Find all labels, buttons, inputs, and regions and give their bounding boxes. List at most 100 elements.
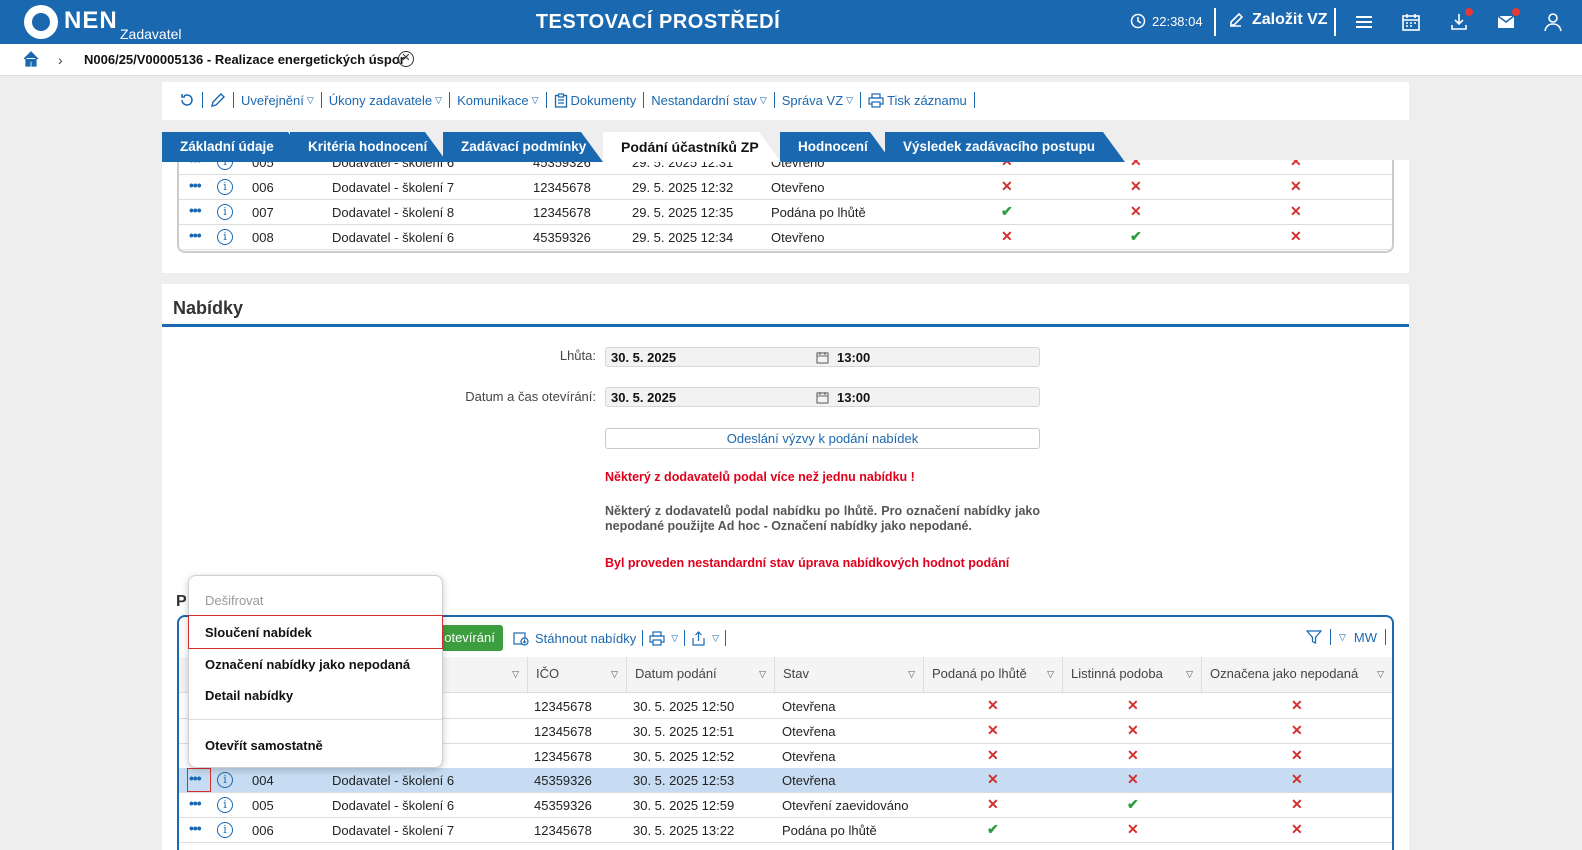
- table-row[interactable]: ••• i 008 Dodavatel - školení 6 45359326 29. …: [179, 225, 1392, 250]
- edit-button[interactable]: [203, 92, 234, 108]
- download-offers-icon: [513, 632, 529, 646]
- more-actions-icon[interactable]: •••: [189, 160, 202, 168]
- menu-item-detail-nabidky[interactable]: Detail nabídky: [205, 688, 294, 703]
- download-offers-button[interactable]: Stáhnout nabídky: [535, 630, 637, 646]
- triangle-down-icon: ▽: [531, 94, 539, 105]
- triangle-down-icon[interactable]: ▽: [1338, 631, 1346, 642]
- cell-name: Dodavatel - školení 6: [332, 230, 455, 245]
- cell-state: Podána po lhůtě: [782, 823, 877, 838]
- triangle-down-icon[interactable]: ▽: [712, 632, 720, 643]
- column-header-name[interactable]: ▽: [333, 657, 527, 693]
- opening-button[interactable]: t otevírání: [429, 625, 503, 651]
- table-row[interactable]: ••• i 004 Dodavatel - školení 6 45359326 30. …: [179, 768, 1392, 794]
- download-icon[interactable]: [1449, 8, 1473, 32]
- more-actions-icon[interactable]: •••: [189, 770, 202, 787]
- new-vz-button[interactable]: Založit VZ: [1228, 11, 1328, 29]
- menu-item-otevrit-samostatne[interactable]: Otevřít samostatně: [205, 738, 323, 753]
- column-header-state[interactable]: Stav ▽: [774, 657, 923, 693]
- table-row[interactable]: ••• i 006 Dodavatel - školení 7 12345678 30. …: [179, 818, 1392, 843]
- cross-icon: ✕: [1130, 203, 1142, 219]
- more-actions-icon[interactable]: •••: [189, 202, 202, 218]
- tab-vysledek[interactable]: Výsledek zadávacího postupu: [885, 132, 1125, 162]
- participants-panel: ••• i 005 Dodavatel - školení 6 45359326 29. …: [162, 160, 1409, 273]
- info-icon[interactable]: i: [217, 822, 233, 838]
- filter-icon[interactable]: [1305, 629, 1322, 645]
- column-header-ico[interactable]: IČO ▽: [527, 657, 626, 693]
- cell-date: 29. 5. 2025 12:32: [632, 180, 734, 195]
- table-row[interactable]: ••• i 007 Dodavatel - školení 8 12345678 29. …: [179, 200, 1392, 225]
- deadline-field[interactable]: 30. 5. 2025 13:00: [605, 347, 1040, 367]
- tab-zadavaci-podminky[interactable]: Zadávací podmínky: [443, 132, 603, 162]
- cell-date: 30. 5. 2025 12:59: [633, 798, 735, 814]
- column-header-date[interactable]: Datum podání ▽: [626, 657, 774, 693]
- context-menu: Dešifrovat Sloučení nabídek Označení nab…: [188, 575, 443, 768]
- more-actions-icon[interactable]: •••: [189, 177, 202, 193]
- menu-tisk-zaznamu[interactable]: Tisk záznamu: [861, 92, 975, 108]
- menu-label: Nestandardní stav: [651, 92, 757, 108]
- column-header-late[interactable]: Podaná po lhůtě ▽: [923, 657, 1062, 693]
- info-icon[interactable]: i: [217, 772, 233, 789]
- mail-icon[interactable]: [1496, 8, 1520, 32]
- tab-podani-ucastniku[interactable]: Podání účastníků ZP: [603, 132, 781, 162]
- triangle-down-icon: ▽: [512, 669, 519, 679]
- triangle-down-icon: ▽: [759, 669, 766, 679]
- menu-item-slouceni-nabidek[interactable]: Sloučení nabídek: [205, 625, 312, 640]
- cross-icon: ✕: [1290, 203, 1302, 219]
- printer-icon[interactable]: [649, 630, 665, 646]
- calendar-icon[interactable]: [1401, 12, 1421, 32]
- more-actions-icon[interactable]: •••: [189, 795, 202, 812]
- close-icon[interactable]: ✕: [398, 51, 414, 67]
- user-icon[interactable]: [1543, 12, 1563, 32]
- opening-field[interactable]: 30. 5. 2025 13:00: [605, 387, 1040, 407]
- menu-icon[interactable]: [1354, 12, 1374, 32]
- export-icon[interactable]: [691, 630, 706, 646]
- cross-icon: ✕: [1291, 721, 1303, 738]
- edit-icon: [1230, 12, 1244, 27]
- calendar-icon[interactable]: [816, 391, 829, 404]
- nen-logo-icon[interactable]: [24, 5, 58, 39]
- breadcrumb-title[interactable]: N006/25/V00005136 - Realizace energetick…: [84, 52, 405, 67]
- table-row[interactable]: •••i21234567830. 5. 2025 12:50Otevřena✕✕…: [179, 694, 1392, 719]
- table-row[interactable]: ••• i 006 Dodavatel - školení 7 12345678 29. …: [179, 175, 1392, 200]
- table-row[interactable]: ••• i 005 Dodavatel - školení 6 45359326 30. …: [179, 793, 1392, 819]
- environment-title: TESTOVACÍ PROSTŘEDÍ: [535, 11, 781, 33]
- send-invitation-button[interactable]: Odeslání výzvy k podání nabídek: [605, 428, 1040, 449]
- cell-name: Dodavatel - školení 7: [332, 823, 455, 838]
- menu-dokumenty[interactable]: Dokumenty: [547, 92, 645, 108]
- triangle-down-icon: ▽: [611, 669, 618, 679]
- toolbar-divider: [1329, 629, 1331, 645]
- info-icon[interactable]: i: [217, 204, 233, 220]
- logo-text[interactable]: NEN: [64, 7, 118, 34]
- cell-state: Otevřena: [782, 699, 836, 714]
- info-icon[interactable]: i: [217, 179, 233, 195]
- menu-nestandardni-stav[interactable]: Nestandardní stav ▽: [644, 92, 775, 108]
- clipboard-icon: [554, 92, 567, 108]
- table-row[interactable]: ••• i 005 Dodavatel - školení 6 45359326 29. …: [179, 160, 1392, 175]
- notification-dot: [1512, 8, 1520, 16]
- menu-ukony-zadavatele[interactable]: Úkony zadavatele ▽: [322, 92, 451, 108]
- more-actions-icon[interactable]: •••: [189, 227, 202, 243]
- new-vz-label: Založit VZ: [1252, 11, 1328, 28]
- menu-uverejneni[interactable]: Uveřejnění ▽: [234, 92, 322, 108]
- column-header-not-submitted[interactable]: Označena jako nepodaná ▽: [1201, 657, 1392, 693]
- cell-number: 008: [252, 230, 274, 245]
- column-header-paper[interactable]: Listinná podoba ▽: [1062, 657, 1201, 693]
- menu-komunikace[interactable]: Komunikace ▽: [450, 92, 547, 108]
- mw-button[interactable]: MW: [1353, 629, 1377, 645]
- cross-icon: ✕: [1001, 228, 1013, 244]
- calendar-icon[interactable]: [816, 351, 829, 364]
- tab-zakladni-udaje[interactable]: Základní údaje: [162, 132, 310, 162]
- tab-kriteria-hodnoceni[interactable]: Kritéria hodnocení: [290, 132, 447, 162]
- info-icon[interactable]: i: [217, 229, 233, 245]
- refresh-button[interactable]: [172, 92, 203, 108]
- home-icon[interactable]: [22, 50, 40, 71]
- more-actions-icon[interactable]: •••: [189, 820, 202, 836]
- offers-panel: Nabídky Lhůta: 30. 5. 2025 13:00 Datum a…: [162, 284, 1409, 850]
- cell-number: 007: [252, 205, 274, 220]
- tab-hodnoceni[interactable]: Hodnocení: [780, 132, 892, 162]
- triangle-down-icon[interactable]: ▽: [671, 632, 679, 643]
- menu-sprava-vz[interactable]: Správa VZ ▽: [775, 92, 862, 108]
- info-icon[interactable]: i: [217, 797, 233, 814]
- cell-state: Otevření zaevidováno: [782, 798, 909, 814]
- menu-item-oznaceni-nepodana[interactable]: Označení nabídky jako nepodaná: [205, 657, 411, 672]
